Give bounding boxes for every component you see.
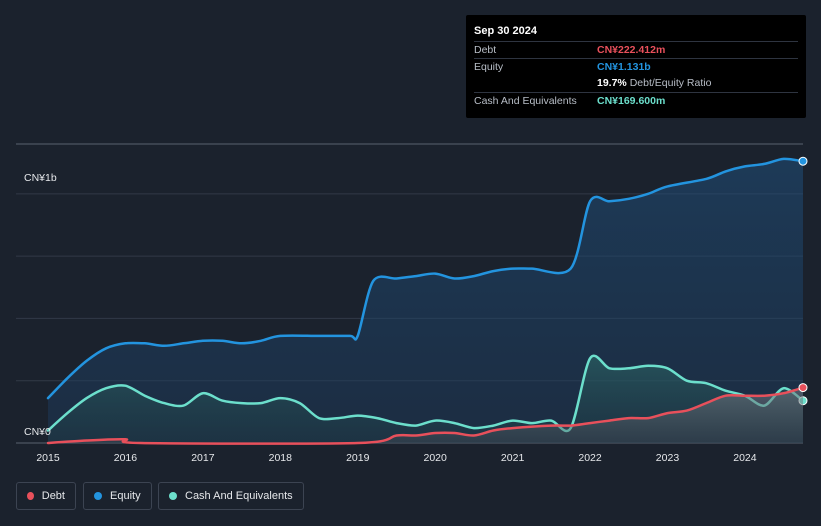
debt-line bbox=[46, 386, 805, 445]
x-tick-label: 2023 bbox=[656, 452, 680, 464]
tooltip-ratio-value: 19.7% Debt/Equity Ratio bbox=[597, 77, 711, 89]
equity-line bbox=[46, 157, 805, 400]
legend-equity[interactable]: Equity bbox=[83, 482, 152, 510]
y-axis-zero-label: CN¥0 bbox=[24, 426, 51, 438]
x-tick-label: 2018 bbox=[269, 452, 293, 464]
y-axis-top-label: CN¥1b bbox=[24, 172, 57, 184]
tooltip-equity-value: CN¥1.131b bbox=[597, 61, 651, 73]
tooltip-cash-label: Cash And Equivalents bbox=[474, 95, 577, 107]
data-tooltip: Sep 30 2024 Debt CN¥222.412m Equity CN¥1… bbox=[466, 15, 806, 118]
tooltip-equity-label: Equity bbox=[474, 61, 504, 73]
tooltip-date: Sep 30 2024 bbox=[474, 25, 537, 37]
equity-dot-icon bbox=[94, 492, 102, 500]
x-tick-label: 2021 bbox=[501, 452, 525, 464]
legend-cash[interactable]: Cash And Equivalents bbox=[158, 482, 304, 510]
tooltip-ratio-number: 19.7% bbox=[597, 77, 627, 89]
tooltip-debt-label: Debt bbox=[474, 44, 497, 56]
tooltip-debt-value: CN¥222.412m bbox=[597, 44, 666, 56]
debt-area bbox=[48, 387, 803, 444]
tooltip-ratio-row: 19.7% Debt/Equity Ratio bbox=[474, 75, 798, 92]
x-tick-label: 2022 bbox=[578, 452, 602, 464]
x-tick-label: 2016 bbox=[114, 452, 138, 464]
x-tick-label: 2019 bbox=[346, 452, 370, 464]
tooltip-cash-row: Cash And Equivalents CN¥169.600m bbox=[474, 92, 798, 110]
axis-layer: CN¥1b CN¥0 2015 2016 2017 2018 2019 2020 2021 202… bbox=[24, 172, 757, 464]
series-layer bbox=[46, 156, 808, 445]
tooltip-cash-value: CN¥169.600m bbox=[597, 95, 666, 107]
legend-debt-label: Debt bbox=[41, 490, 65, 502]
cash-dot-icon bbox=[169, 492, 177, 500]
legend-debt[interactable]: Debt bbox=[16, 482, 76, 510]
debt-dot-icon bbox=[27, 492, 34, 500]
tooltip-debt-row: Debt CN¥222.412m bbox=[474, 41, 798, 59]
x-tick-label: 2024 bbox=[733, 452, 757, 464]
x-tick-label: 2015 bbox=[36, 452, 60, 464]
tooltip-ratio-label: Debt/Equity Ratio bbox=[629, 77, 712, 89]
x-tick-label: 2020 bbox=[423, 452, 447, 464]
x-tick-label: 2017 bbox=[191, 452, 215, 464]
equity-end-point bbox=[798, 156, 808, 166]
tooltip-equity-row: Equity CN¥1.131b bbox=[474, 58, 798, 76]
debt-end-point bbox=[798, 383, 808, 393]
legend-cash-label: Cash And Equivalents bbox=[185, 490, 293, 502]
legend-equity-label: Equity bbox=[110, 490, 141, 502]
cash-and-equivalents-line bbox=[46, 354, 805, 433]
